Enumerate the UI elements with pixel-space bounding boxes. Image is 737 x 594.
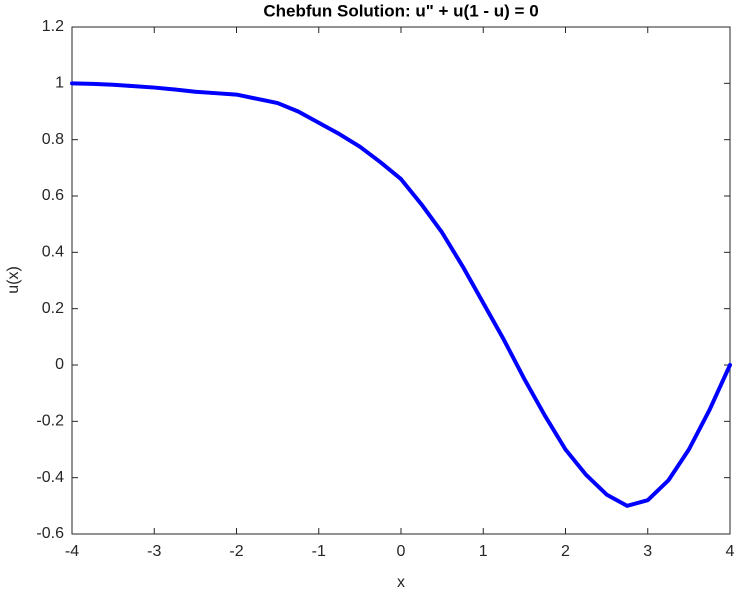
data-line	[70, 81, 732, 508]
x-tick-label: 1	[479, 543, 488, 560]
x-tick-label: 0	[397, 543, 406, 560]
x-tick-label: -4	[65, 543, 79, 560]
y-axis-label: u(x)	[5, 266, 22, 294]
x-tick-label: 4	[726, 543, 735, 560]
y-tick-label: -0.4	[36, 469, 64, 486]
x-axis-label: x	[397, 574, 405, 591]
plot-frame	[71, 26, 731, 535]
chart-title: Chebfun Solution: u" + u(1 - u) = 0	[263, 1, 538, 20]
y-tick-label: 0.8	[42, 131, 64, 148]
y-tick-label: 1	[55, 75, 64, 92]
y-tick-label: 1.2	[42, 18, 64, 35]
y-tick-label: 0.2	[42, 300, 64, 317]
x-tick-label: -2	[229, 543, 243, 560]
y-tick-label: -0.6	[36, 525, 64, 542]
y-tick-label: -0.2	[36, 413, 64, 430]
y-tick-label: 0.6	[42, 187, 64, 204]
y-tick-label: 0	[55, 356, 64, 373]
x-tick-label: -3	[147, 543, 161, 560]
x-tick-label: 3	[643, 543, 652, 560]
x-tick-label: 2	[561, 543, 570, 560]
x-tick-label: -1	[312, 543, 326, 560]
y-tick-label: 0.4	[42, 244, 64, 261]
